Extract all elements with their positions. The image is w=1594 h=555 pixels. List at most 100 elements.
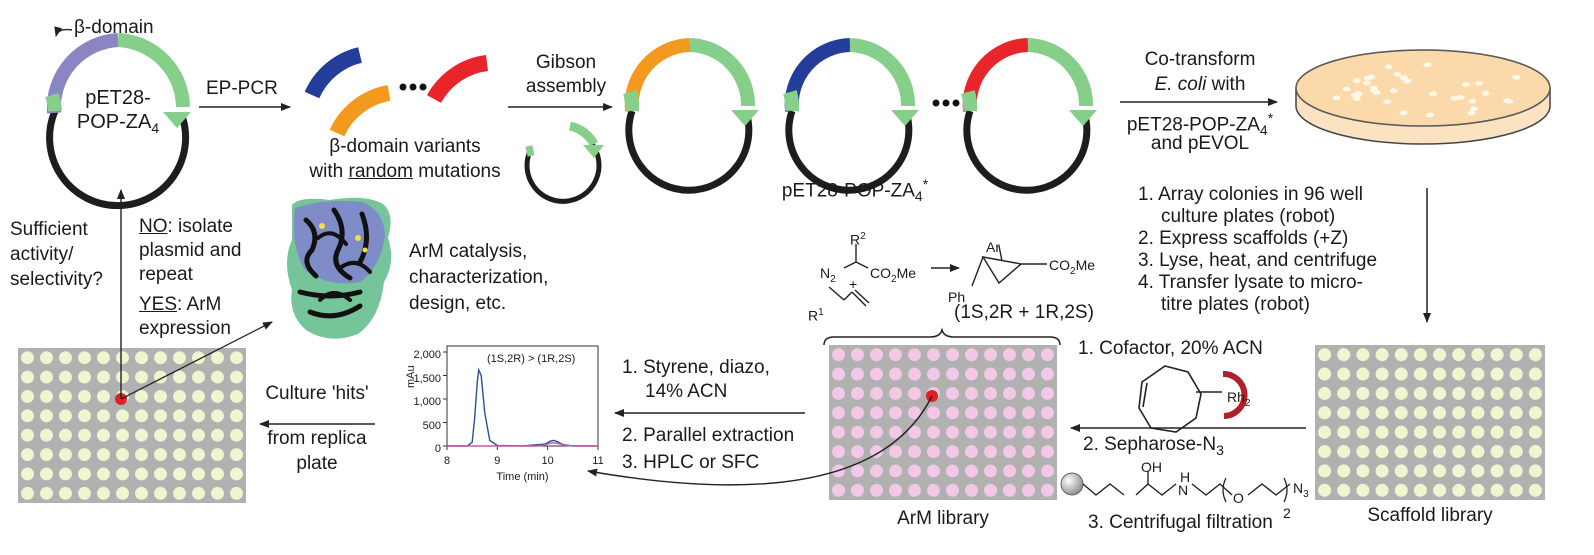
well: [1356, 348, 1370, 362]
well: [97, 370, 110, 384]
colony: [1470, 106, 1479, 112]
well: [946, 425, 959, 439]
well: [1413, 367, 1427, 381]
colony: [1332, 95, 1341, 101]
array-step-2: 2. Express scaffolds (+Z): [1138, 228, 1349, 249]
well: [211, 448, 224, 462]
well: [1337, 464, 1351, 478]
well: [1452, 367, 1466, 381]
colony: [1461, 82, 1470, 87]
well: [1490, 348, 1504, 362]
well: [1318, 386, 1332, 400]
well: [154, 448, 167, 462]
well: [1471, 425, 1485, 439]
well: [927, 425, 940, 439]
y-tick-label: 2,000: [413, 349, 441, 361]
well: [192, 409, 205, 423]
well: [78, 409, 91, 423]
well: [832, 348, 845, 362]
well: [154, 428, 167, 442]
well: [1337, 483, 1351, 497]
well: [1413, 386, 1427, 400]
well: [1471, 406, 1485, 420]
well: [1413, 483, 1427, 497]
well: [1394, 425, 1408, 439]
screen-step-3: 3. HPLC or SFC: [622, 452, 760, 473]
well: [135, 467, 148, 481]
well: [173, 351, 186, 365]
well: [78, 351, 91, 365]
decision-q1: Sufficient: [10, 219, 88, 240]
well: [851, 386, 864, 400]
well: [40, 389, 53, 403]
well: [889, 445, 902, 459]
well: [116, 370, 129, 384]
cotransform-line3: pET28-POP-ZA4*: [1126, 110, 1274, 139]
well: [1413, 348, 1427, 362]
well: [908, 464, 921, 478]
well: [173, 467, 186, 481]
well: [21, 428, 34, 442]
well: [851, 464, 864, 478]
colony: [1342, 86, 1351, 92]
well: [984, 367, 997, 381]
well: [1528, 367, 1542, 381]
well: [78, 448, 91, 462]
x-tick-label: 9: [494, 455, 501, 467]
well: [230, 467, 243, 481]
bracket-arm-library: [823, 327, 1061, 346]
well: [97, 409, 110, 423]
well: [1041, 445, 1054, 459]
decision-yes-line2: expression: [139, 318, 231, 339]
well: [154, 409, 167, 423]
rh-label: Rh2: [1227, 389, 1251, 409]
gibson-line2: assembly: [525, 76, 607, 97]
well: [1509, 348, 1523, 362]
well: [1394, 348, 1408, 362]
x-tick-label: 10: [541, 455, 554, 467]
well: [1356, 483, 1370, 497]
well: [230, 448, 243, 462]
well: [97, 448, 110, 462]
well: [1509, 445, 1523, 459]
well: [192, 428, 205, 442]
well: [984, 386, 997, 400]
well: [1471, 367, 1485, 381]
well: [78, 467, 91, 481]
arrow-to-protein: [120, 321, 273, 400]
well: [889, 464, 902, 478]
well: [927, 406, 940, 420]
well: [1452, 348, 1466, 362]
well: [59, 467, 72, 481]
well: [1375, 483, 1389, 497]
plasmid-name-line1: pET28-: [85, 87, 151, 109]
well: [211, 351, 224, 365]
well: [1041, 464, 1054, 478]
sepharose-step: 2. Sepharose-N3: [1083, 434, 1224, 458]
colony: [1399, 75, 1408, 81]
well: [1375, 425, 1389, 439]
y-tick-label: 1,000: [413, 396, 441, 408]
petri-dish: [1295, 49, 1551, 145]
catalysis-line1: ArM catalysis,: [409, 241, 528, 262]
well: [1528, 445, 1542, 459]
culture-hits-line1: Culture 'hits': [265, 383, 369, 404]
well: [1490, 464, 1504, 478]
well: [1356, 406, 1370, 420]
colony: [1362, 80, 1371, 86]
well: [173, 428, 186, 442]
colony: [1399, 110, 1408, 116]
well: [78, 486, 91, 500]
colony: [1383, 99, 1392, 105]
well: [1394, 386, 1408, 400]
colony: [1370, 88, 1379, 93]
well: [40, 428, 53, 442]
well: [40, 370, 53, 384]
well: [1337, 386, 1351, 400]
well: [135, 389, 148, 403]
linker-h: H: [1180, 469, 1191, 485]
well: [230, 428, 243, 442]
well: [135, 409, 148, 423]
colony: [1352, 78, 1361, 83]
array-step-4: 4. Transfer lysate to micro-: [1138, 272, 1363, 293]
